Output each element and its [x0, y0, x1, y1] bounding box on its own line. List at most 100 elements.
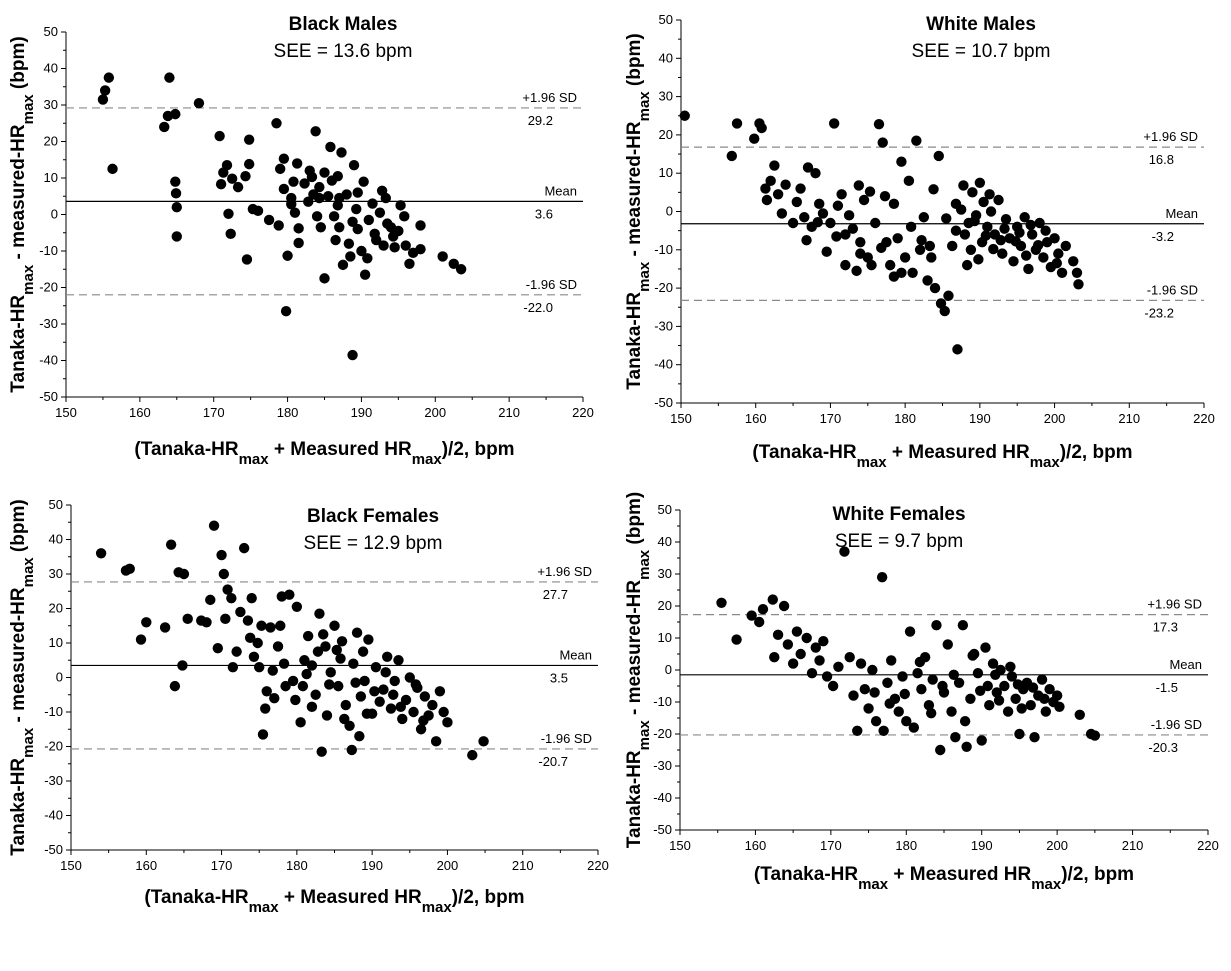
data-point: [243, 134, 255, 145]
y-tick-label: -50: [44, 842, 63, 857]
data-point: [291, 601, 303, 612]
data-point: [415, 243, 426, 255]
data-point: [299, 178, 310, 189]
data-point: [778, 600, 790, 612]
data-point: [1029, 732, 1040, 743]
data-point: [212, 642, 224, 654]
data-point: [877, 137, 888, 148]
data-point: [225, 228, 236, 240]
x-tick-label: 170: [211, 858, 233, 873]
data-point: [791, 626, 803, 637]
data-point: [284, 589, 295, 600]
data-point: [780, 179, 791, 190]
data-point: [438, 706, 449, 718]
data-point: [410, 679, 422, 690]
data-point: [310, 126, 321, 137]
data-point: [290, 694, 301, 706]
data-point: [897, 671, 908, 682]
data-point: [374, 696, 385, 707]
data-point: [848, 690, 859, 701]
data-point: [333, 680, 344, 692]
y-tick-label: 30: [659, 89, 673, 104]
data-point: [97, 94, 109, 105]
x-tick-label: 150: [55, 405, 77, 420]
data-point: [1039, 693, 1050, 704]
data-point: [222, 584, 233, 595]
data-point: [851, 265, 862, 277]
data-point: [336, 636, 348, 647]
data-point: [205, 594, 216, 606]
data-point: [215, 179, 227, 190]
x-tick-label: 210: [1118, 411, 1140, 426]
data-point: [980, 230, 992, 241]
data-point: [882, 677, 893, 688]
data-point: [999, 680, 1010, 692]
data-point: [767, 594, 778, 605]
data-point: [310, 689, 321, 700]
data-point: [455, 264, 467, 275]
data-point: [814, 655, 825, 666]
ref-line-label: -1.96 SD: [1147, 282, 1198, 297]
data-point: [135, 634, 147, 645]
data-point: [948, 669, 960, 680]
data-point: [325, 667, 336, 678]
data-point: [363, 634, 374, 645]
data-point: [950, 732, 961, 743]
data-point: [171, 231, 182, 242]
x-tick-label: 180: [895, 838, 917, 853]
y-tick-label: 40: [44, 61, 58, 76]
y-tick-label: -30: [653, 758, 672, 773]
data-point: [252, 205, 264, 217]
data-point: [380, 667, 391, 678]
data-point: [361, 708, 373, 719]
data-point: [961, 259, 973, 271]
data-point: [839, 546, 850, 557]
data-point: [1089, 730, 1101, 741]
data-point: [772, 189, 784, 200]
data-point: [980, 642, 991, 653]
panel-subtitle: SEE = 10.7 bpm: [912, 41, 1051, 62]
data-point: [943, 290, 954, 301]
x-tick-label: 190: [969, 411, 991, 426]
data-point: [318, 629, 329, 640]
x-axis-title: (Tanaka-HRmax + Measured HRmax)/2, bpm: [144, 887, 524, 916]
data-point: [911, 135, 922, 146]
panel-black-males: -50 -40 -30 -20 -10 0 10 20 30 40 50 150 160 170 180 19…: [8, 14, 594, 468]
data-point: [1014, 227, 1025, 238]
data-point: [840, 229, 851, 240]
data-point: [825, 217, 836, 229]
data-point: [231, 646, 242, 657]
data-point: [165, 539, 177, 550]
data-point: [348, 658, 359, 669]
data-point: [905, 221, 917, 233]
data-point: [959, 229, 971, 240]
data-point: [899, 688, 910, 700]
x-tick-label: 160: [135, 858, 157, 873]
y-tick-label: 20: [49, 601, 63, 616]
data-point: [235, 606, 246, 618]
data-point: [216, 549, 227, 561]
data-point: [385, 703, 397, 714]
data-point: [286, 199, 297, 210]
data-point: [1071, 267, 1083, 278]
data-point: [1010, 236, 1021, 247]
data-point: [1026, 229, 1038, 240]
data-point: [965, 693, 976, 704]
data-point: [1073, 279, 1084, 290]
data-point: [1060, 240, 1071, 252]
data-point: [972, 668, 984, 679]
data-point: [912, 668, 923, 679]
y-axis-title: Tanaka-HRmax - measured-HRmax (bpm): [624, 33, 653, 389]
data-point: [419, 691, 431, 702]
data-point: [357, 646, 369, 657]
data-point: [864, 186, 876, 197]
data-point: [141, 617, 152, 628]
data-point: [990, 669, 1001, 680]
ref-line-label: Mean: [559, 647, 592, 662]
y-tick-label: 0: [665, 662, 672, 677]
data-point: [852, 725, 863, 736]
y-tick-label: -50: [39, 389, 58, 404]
y-tick-label: 40: [658, 534, 672, 549]
data-point: [404, 672, 415, 683]
data-point: [1051, 690, 1063, 701]
